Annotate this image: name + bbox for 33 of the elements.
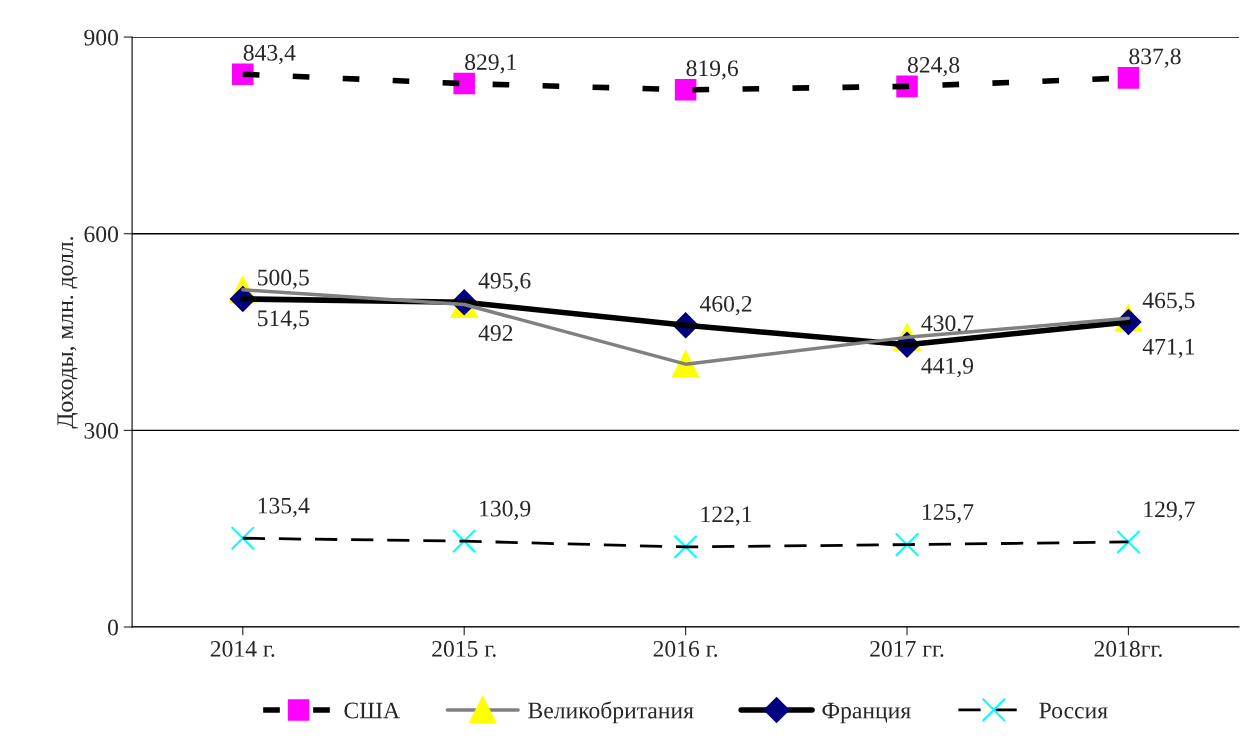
x-tick-label: 2016 г. [653,640,718,657]
data-label: 471,1 [1142,338,1195,359]
x-tick-label: 2015 г. [432,640,496,657]
y-tick-label: 900 [84,29,118,46]
legend-label: Франция [822,702,911,724]
x-tick-label: 2018гг. [1094,640,1162,657]
legend-label: Великобритания [528,701,694,724]
data-label: 441,9 [921,357,974,378]
data-label: 495,6 [478,272,531,293]
x-tick-label: 2017 гг. [870,640,944,657]
y-tick-label: 0 [107,619,118,636]
data-label: 819,6 [686,60,739,80]
data-label: 824,8 [907,56,960,77]
data-label: 843,4 [243,44,296,65]
data-label: 837,8 [1129,48,1181,68]
data-label: 430,7 [921,315,974,335]
x-tick-label: 2014 г. [210,640,275,657]
data-label: 122,1 [701,506,752,526]
data-label: 460,2 [699,295,752,316]
data-label: 492 [478,325,513,341]
data-label: 130,9 [480,500,531,520]
y-axis-title: Доходы, млн. долл. [57,237,78,429]
legend-label: Россия [1039,702,1108,719]
data-label: 129,7 [1144,501,1195,521]
y-tick-label: 300 [84,422,118,439]
y-tick-label: 600 [84,226,118,243]
data-label: 500,5 [258,269,309,289]
data-label: 135,4 [258,497,310,517]
data-label: 125,7 [922,504,974,524]
data-label: 465,5 [1142,292,1195,312]
legend-label: США [344,702,400,719]
data-label: 514,5 [258,310,309,330]
data-label: 829,1 [465,54,516,74]
